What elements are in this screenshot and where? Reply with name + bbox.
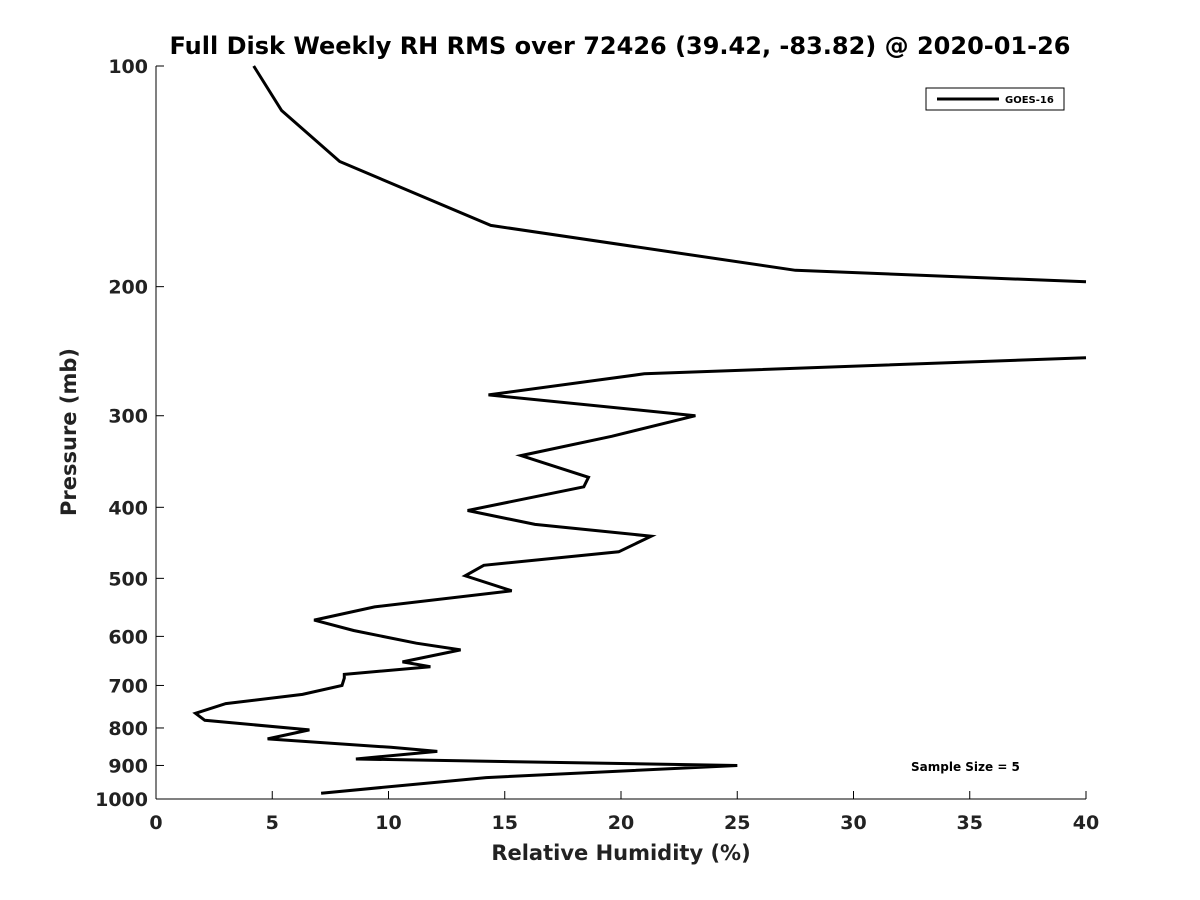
legend: GOES-16 bbox=[925, 87, 1065, 111]
x-tick-label: 30 bbox=[840, 812, 866, 834]
y-axis-ticks: 100 200 300 400 500 600 700 800 900 1000 bbox=[95, 56, 164, 811]
y-tick-label: 900 bbox=[108, 755, 148, 777]
y-tick-label: 800 bbox=[108, 718, 148, 740]
y-tick-label: 500 bbox=[108, 568, 148, 590]
x-tick-label: 25 bbox=[724, 812, 750, 834]
y-tick-label: 400 bbox=[108, 497, 148, 519]
x-tick-label: 35 bbox=[957, 812, 983, 834]
y-axis-label: Pressure (mb) bbox=[57, 348, 81, 516]
x-tick-label: 10 bbox=[375, 812, 401, 834]
y-tick-label: 300 bbox=[108, 406, 148, 428]
y-tick-label: 1000 bbox=[95, 789, 148, 811]
series-layer bbox=[192, 65, 1087, 795]
x-tick-label: 40 bbox=[1073, 812, 1099, 834]
x-tick-label: 20 bbox=[608, 812, 634, 834]
y-tick-label: 700 bbox=[108, 675, 148, 697]
chart-title: Full Disk Weekly RH RMS over 72426 (39.4… bbox=[169, 32, 1070, 60]
series-line-goes-16 bbox=[192, 65, 1087, 795]
sample-size-annotation: Sample Size = 5 bbox=[911, 760, 1020, 774]
x-axis-label: Relative Humidity (%) bbox=[491, 841, 750, 865]
y-tick-label: 100 bbox=[108, 56, 148, 78]
y-tick-label: 600 bbox=[108, 626, 148, 648]
x-axis-ticks: 0 5 10 15 20 25 30 35 40 bbox=[149, 791, 1099, 834]
x-tick-label: 5 bbox=[266, 812, 279, 834]
legend-label-goes-16: GOES-16 bbox=[1005, 95, 1054, 106]
x-tick-label: 15 bbox=[492, 812, 518, 834]
y-tick-label: 200 bbox=[108, 277, 148, 299]
x-tick-label: 0 bbox=[149, 812, 162, 834]
